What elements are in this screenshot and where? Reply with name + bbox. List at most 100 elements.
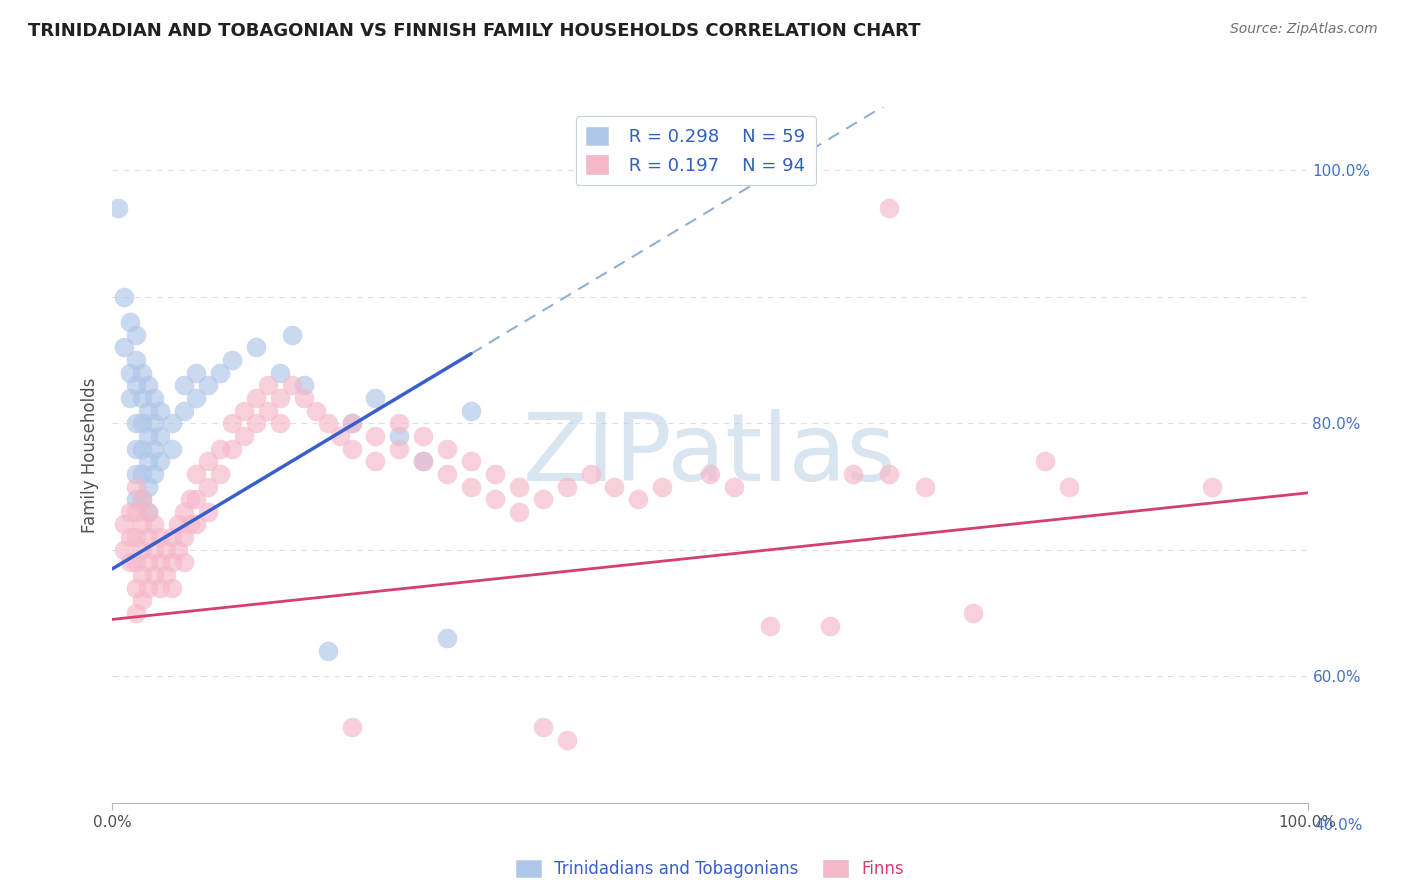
Point <box>269 366 291 380</box>
Point <box>269 391 291 405</box>
Point <box>723 479 745 493</box>
Point <box>232 429 256 443</box>
Point <box>364 391 387 405</box>
Point <box>173 378 195 392</box>
Point <box>149 429 172 443</box>
Point <box>167 517 190 532</box>
Point <box>143 517 166 532</box>
Point <box>245 391 267 405</box>
Text: 40.0%: 40.0% <box>1315 818 1362 832</box>
Point <box>340 417 363 431</box>
Point <box>131 593 153 607</box>
Text: Source: ZipAtlas.com: Source: ZipAtlas.com <box>1230 22 1378 37</box>
Point <box>292 391 315 405</box>
Point <box>555 732 578 747</box>
Point <box>162 530 183 544</box>
Point <box>179 517 201 532</box>
Point <box>120 530 142 544</box>
Point <box>131 366 153 380</box>
Point <box>125 479 148 493</box>
Point <box>221 417 243 431</box>
Point <box>460 479 482 493</box>
Point <box>131 517 153 532</box>
Point <box>149 530 172 544</box>
Point <box>460 403 482 417</box>
Point <box>125 492 148 507</box>
Point <box>125 467 148 481</box>
Point <box>508 505 530 519</box>
Point <box>114 542 135 557</box>
Point <box>143 417 166 431</box>
Point <box>962 606 984 620</box>
Point <box>257 378 280 392</box>
Point <box>316 417 339 431</box>
Text: TRINIDADIAN AND TOBAGONIAN VS FINNISH FAMILY HOUSEHOLDS CORRELATION CHART: TRINIDADIAN AND TOBAGONIAN VS FINNISH FA… <box>28 22 921 40</box>
Point <box>412 454 434 468</box>
Point <box>125 556 148 570</box>
Point <box>114 517 135 532</box>
Point <box>412 429 434 443</box>
Point <box>914 479 936 493</box>
Point <box>131 417 153 431</box>
Point <box>388 417 411 431</box>
Point <box>143 391 166 405</box>
Point <box>221 442 243 456</box>
Point <box>138 479 160 493</box>
Point <box>143 568 166 582</box>
Point <box>143 467 166 481</box>
Point <box>143 542 166 557</box>
Point <box>186 517 208 532</box>
Point <box>186 467 208 481</box>
Point <box>125 327 148 342</box>
Point <box>131 391 153 405</box>
Point <box>328 429 352 443</box>
Point <box>131 492 153 507</box>
Point <box>292 378 315 392</box>
Point <box>197 378 219 392</box>
Point <box>197 454 219 468</box>
Point <box>120 556 142 570</box>
Point <box>197 505 219 519</box>
Point <box>1033 454 1056 468</box>
Point <box>120 366 142 380</box>
Point <box>531 492 554 507</box>
Point <box>699 467 721 481</box>
Point <box>1057 479 1080 493</box>
Point <box>149 556 172 570</box>
Point <box>138 403 160 417</box>
Point <box>281 378 304 392</box>
Point <box>149 454 172 468</box>
Point <box>877 467 900 481</box>
Point <box>155 542 177 557</box>
Point <box>120 505 142 519</box>
Point <box>460 454 482 468</box>
Point <box>232 403 256 417</box>
Point <box>173 556 195 570</box>
Point <box>125 530 148 544</box>
Point <box>484 492 506 507</box>
Point <box>531 720 554 734</box>
Point <box>149 403 172 417</box>
Point <box>186 492 208 507</box>
Point <box>186 366 208 380</box>
Point <box>138 378 160 392</box>
Point <box>125 581 148 595</box>
Point <box>340 442 363 456</box>
Point <box>436 632 458 646</box>
Point <box>257 403 280 417</box>
Point <box>508 479 530 493</box>
Point <box>125 606 148 620</box>
Point <box>364 454 387 468</box>
Point <box>138 429 160 443</box>
Point <box>162 442 183 456</box>
Point <box>131 568 153 582</box>
Point <box>125 353 148 368</box>
Point <box>484 467 506 481</box>
Point <box>245 340 267 354</box>
Point <box>143 442 166 456</box>
Point <box>388 429 411 443</box>
Legend: Trinidadians and Tobagonians, Finns: Trinidadians and Tobagonians, Finns <box>509 854 911 885</box>
Point <box>125 505 148 519</box>
Point <box>221 353 243 368</box>
Point <box>138 454 160 468</box>
